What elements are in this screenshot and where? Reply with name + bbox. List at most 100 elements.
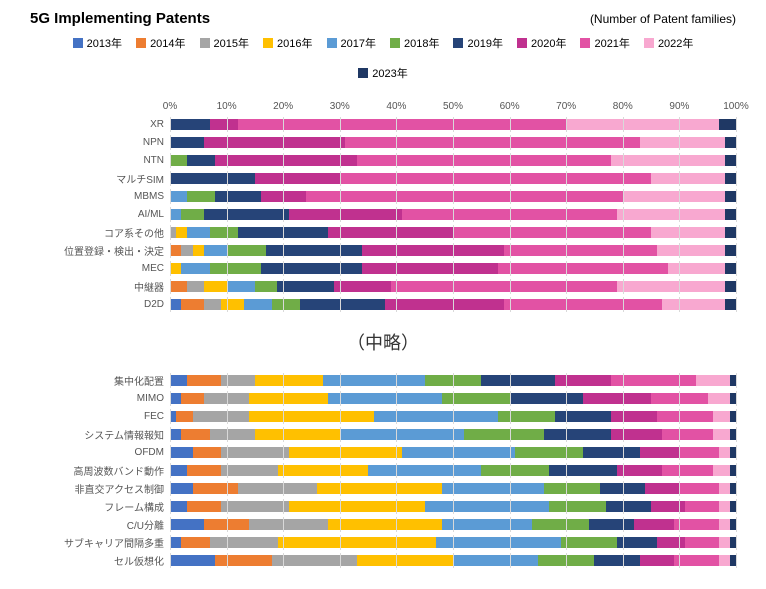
chart-row: MBMS — [50, 189, 736, 203]
legend-swatch — [390, 38, 400, 48]
axis-tick: 10% — [217, 101, 237, 112]
chart-bottom: 集中化配置MIMOFECシステム情報報知OFDM高周波数バンド動作非直交アクセス… — [50, 373, 736, 567]
bar-segment-2017 — [187, 227, 210, 238]
axis-tick: 40% — [386, 101, 406, 112]
bar-segment-2019 — [600, 483, 645, 494]
bar-segment-2021 — [357, 155, 612, 166]
stacked-bar — [170, 483, 736, 494]
bar-segment-2021 — [685, 537, 719, 548]
legend-label: 2017年 — [341, 35, 376, 51]
bar-segment-2017 — [442, 483, 544, 494]
category-label: FEC — [50, 411, 170, 422]
bar-segment-2017 — [402, 447, 515, 458]
bar-segment-2014 — [181, 393, 204, 404]
bar-segment-2021 — [662, 429, 713, 440]
bar-segment-2022 — [719, 501, 730, 512]
bar-segment-2015 — [187, 281, 204, 292]
category-label: フレーム構成 — [50, 499, 170, 514]
axis-tick: 80% — [613, 101, 633, 112]
stacked-bar — [170, 119, 736, 130]
bar-segment-2015 — [221, 447, 289, 458]
chart-row: コア系その他 — [50, 225, 736, 239]
bar-segment-2023 — [725, 155, 736, 166]
bar-segment-2016 — [255, 375, 323, 386]
bar-segment-2021 — [340, 173, 651, 184]
legend-label: 2022年 — [658, 35, 693, 51]
bar-segment-2016 — [221, 299, 244, 310]
bar-segment-2018 — [181, 209, 204, 220]
chart-row: OFDM — [50, 445, 736, 459]
bar-segment-2019 — [204, 209, 289, 220]
category-label: サブキャリア間隔多重 — [50, 535, 170, 550]
bar-segment-2022 — [719, 447, 730, 458]
category-label: MIMO — [50, 393, 170, 404]
bar-segment-2023 — [725, 245, 736, 256]
bar-segment-2021 — [657, 411, 714, 422]
bar-segment-2023 — [730, 375, 736, 386]
bar-segment-2014 — [193, 447, 221, 458]
bar-segment-2022 — [640, 137, 725, 148]
bar-segment-2020 — [289, 209, 402, 220]
bar-segment-2020 — [640, 447, 680, 458]
bar-segment-2021 — [238, 119, 566, 130]
rows-bottom: 集中化配置MIMOFECシステム情報報知OFDM高周波数バンド動作非直交アクセス… — [50, 373, 736, 567]
legend-item-2019: 2019年 — [453, 35, 502, 51]
stacked-bar — [170, 281, 736, 292]
bar-segment-2020 — [255, 173, 340, 184]
bar-segment-2023 — [730, 483, 736, 494]
bar-segment-2021 — [391, 281, 617, 292]
bar-segment-2023 — [730, 411, 736, 422]
bar-segment-2018 — [561, 537, 618, 548]
axis-tick: 90% — [669, 101, 689, 112]
bar-segment-2020 — [385, 299, 504, 310]
bar-segment-2018 — [464, 429, 543, 440]
bar-segment-2022 — [566, 119, 719, 130]
bar-segment-2017 — [425, 501, 550, 512]
chart-top: 0%10%20%30%40%50%60%70%80%90%100% XRNPNN… — [50, 101, 736, 311]
bar-segment-2014 — [181, 429, 209, 440]
bar-segment-2014 — [176, 411, 193, 422]
bar-segment-2014 — [170, 281, 187, 292]
bar-segment-2020 — [210, 119, 238, 130]
bar-segment-2016 — [317, 483, 442, 494]
bar-segment-2019 — [238, 227, 329, 238]
bar-segment-2023 — [725, 299, 736, 310]
stacked-bar — [170, 155, 736, 166]
bar-segment-2014 — [187, 501, 221, 512]
chart-row: 非直交アクセス制御 — [50, 481, 736, 495]
legend-swatch — [327, 38, 337, 48]
axis-tick: 70% — [556, 101, 576, 112]
bar-segment-2014 — [187, 375, 221, 386]
bar-segment-2015 — [181, 245, 192, 256]
legend-item-2021: 2021年 — [580, 35, 629, 51]
bar-segment-2019 — [277, 281, 334, 292]
legend-swatch — [453, 38, 463, 48]
bar-segment-2014 — [187, 465, 221, 476]
bar-segment-2015 — [238, 483, 317, 494]
category-label: システム情報報知 — [50, 427, 170, 442]
bar-segment-2020 — [555, 375, 612, 386]
bar-segment-2019 — [481, 375, 555, 386]
bar-segment-2014 — [204, 519, 249, 530]
legend-item-2016: 2016年 — [263, 35, 312, 51]
bar-segment-2019 — [300, 299, 385, 310]
legend-item-2014: 2014年 — [136, 35, 185, 51]
bar-segment-2018 — [498, 411, 555, 422]
legend-swatch — [644, 38, 654, 48]
bar-segment-2019 — [170, 173, 255, 184]
bar-segment-2020 — [634, 519, 674, 530]
legend: 2013年2014年2015年2016年2017年2018年2019年2020年… — [30, 35, 736, 81]
bar-segment-2019 — [617, 537, 657, 548]
legend-label: 2014年 — [150, 35, 185, 51]
bar-segment-2022 — [719, 537, 730, 548]
bar-segment-2017 — [442, 519, 533, 530]
chart-header: 5G Implementing Patents (Number of Paten… — [30, 10, 736, 27]
legend-swatch — [263, 38, 273, 48]
bar-segment-2022 — [651, 227, 725, 238]
bar-segment-2013 — [170, 393, 181, 404]
axis-tick: 20% — [273, 101, 293, 112]
chart-row: 中継器 — [50, 279, 736, 293]
bar-segment-2020 — [362, 245, 504, 256]
bar-segment-2023 — [730, 501, 736, 512]
bar-segment-2015 — [249, 519, 328, 530]
